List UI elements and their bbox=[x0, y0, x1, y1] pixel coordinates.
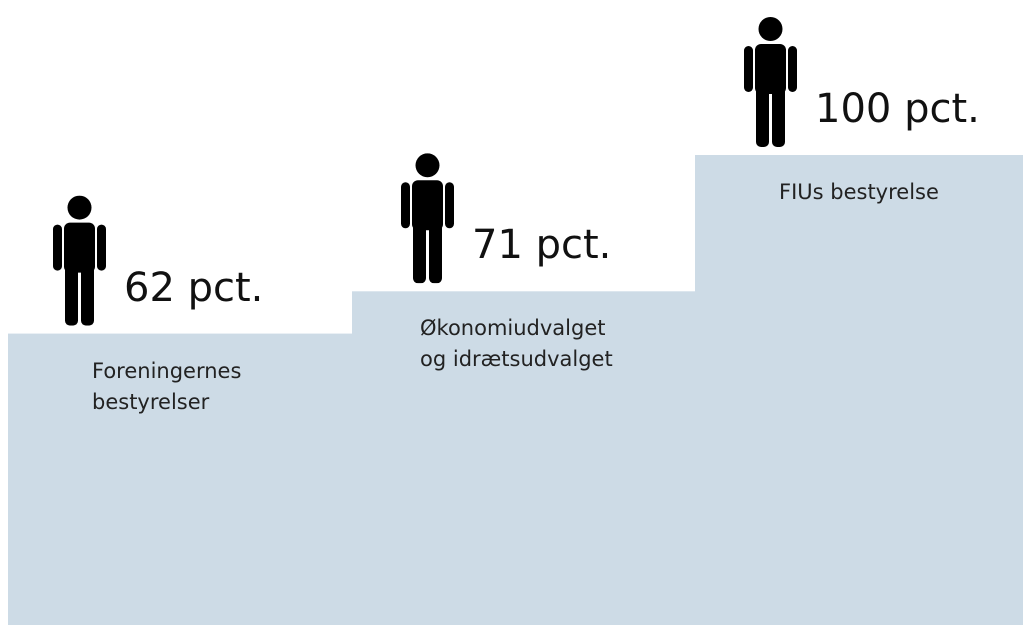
step bbox=[352, 291, 695, 625]
person-icon bbox=[53, 195, 106, 326]
person-icon bbox=[744, 17, 797, 147]
step bbox=[8, 333, 352, 625]
category-label: Økonomiudvalget og idrætsudvalget bbox=[420, 316, 613, 372]
person-icon bbox=[401, 153, 454, 284]
category-label: Foreningernes bestyrelser bbox=[92, 358, 242, 414]
value-label: 62 pct. bbox=[124, 264, 264, 311]
value-label: 71 pct. bbox=[472, 222, 612, 269]
step bbox=[695, 155, 1023, 625]
value-label: 100 pct. bbox=[815, 86, 980, 132]
category-label: FIUs bestyrelse bbox=[779, 180, 939, 204]
